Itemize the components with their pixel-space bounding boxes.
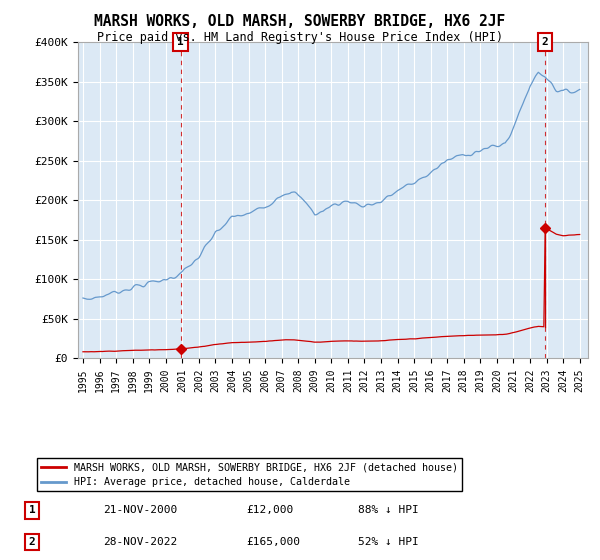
Text: £12,000: £12,000: [247, 505, 293, 515]
Text: 2: 2: [542, 37, 548, 47]
Text: 28-NOV-2022: 28-NOV-2022: [104, 537, 178, 547]
Text: Price paid vs. HM Land Registry's House Price Index (HPI): Price paid vs. HM Land Registry's House …: [97, 31, 503, 44]
Text: MARSH WORKS, OLD MARSH, SOWERBY BRIDGE, HX6 2JF: MARSH WORKS, OLD MARSH, SOWERBY BRIDGE, …: [94, 14, 506, 29]
Text: 88% ↓ HPI: 88% ↓ HPI: [359, 505, 419, 515]
Text: 1: 1: [177, 37, 184, 47]
Legend: MARSH WORKS, OLD MARSH, SOWERBY BRIDGE, HX6 2JF (detached house), HPI: Average p: MARSH WORKS, OLD MARSH, SOWERBY BRIDGE, …: [37, 458, 462, 491]
Text: 21-NOV-2000: 21-NOV-2000: [104, 505, 178, 515]
Text: 52% ↓ HPI: 52% ↓ HPI: [359, 537, 419, 547]
Text: 1: 1: [29, 505, 35, 515]
Text: £165,000: £165,000: [247, 537, 301, 547]
Text: 2: 2: [29, 537, 35, 547]
